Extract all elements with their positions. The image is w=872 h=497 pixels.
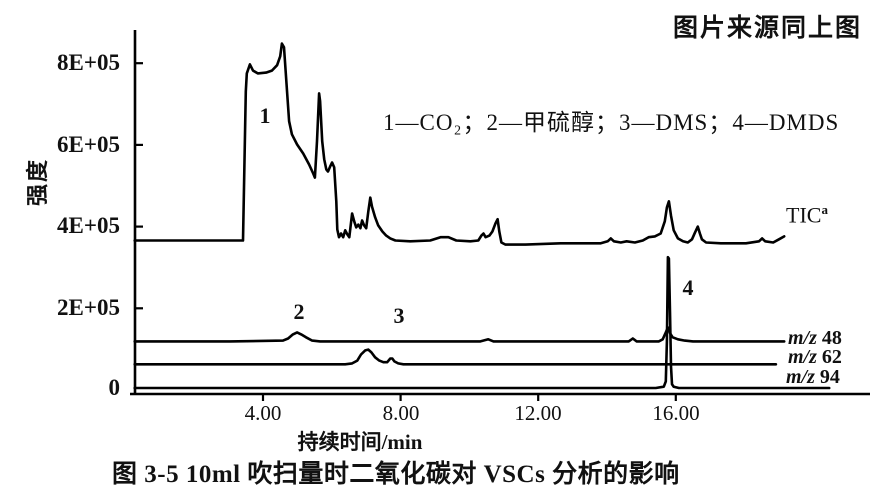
peak-legend: 1—CO₂；2—甲硫醇；3—DMS；4—DMDS [383, 110, 840, 135]
mz62-value: 62 [821, 346, 842, 368]
y-tick-label-8e05: 8E+05 [57, 50, 120, 75]
x-tick-label-16: 16.00 [652, 401, 700, 425]
x-tick-label-8: 8.00 [382, 401, 420, 425]
peak-label-1: 1 [259, 103, 271, 128]
peak-label-2: 2 [293, 299, 305, 324]
x-axis-title: 持续时间/min [297, 430, 423, 454]
trace-group [133, 42, 831, 390]
y-axis-title: 强度 [25, 157, 51, 207]
mz94-prefix: m/z [786, 366, 815, 388]
peak-label-3: 3 [393, 303, 405, 328]
mz48-prefix: m/z [788, 327, 817, 349]
trace-TIC [133, 42, 786, 246]
trace-label-mz62: m/z 62 [788, 347, 842, 367]
mz62-prefix: m/z [788, 346, 817, 368]
y-tick-label-2e05: 2E+05 [57, 295, 120, 320]
tic-superscript: a [821, 202, 828, 217]
y-tick-label-6e05: 6E+05 [57, 132, 120, 157]
axis-ticks [135, 62, 677, 401]
figure-caption: 图 3-5 10ml 吹扫量时二氧化碳对 VSCs 分析的影响 [112, 461, 680, 488]
trace-m/z-94 [133, 255, 831, 390]
y-tick-label-4e05: 4E+05 [57, 213, 120, 238]
trace-label-tic: TICa [786, 200, 828, 228]
tic-text: TIC [786, 202, 822, 228]
trace-label-mz48: m/z 48 [788, 328, 842, 348]
source-note: 图片来源同上图 [672, 15, 862, 42]
peak-label-4: 4 [682, 275, 694, 300]
trace-m/z-62 [133, 348, 778, 366]
trace-label-mz94: m/z 94 [786, 367, 840, 387]
x-tick-label-12: 12.00 [514, 401, 562, 425]
trace-m/z-48 [133, 326, 786, 343]
mz94-value: 94 [819, 366, 840, 388]
x-tick-label-4: 4.00 [244, 401, 282, 425]
y-tick-label-zero: 0 [108, 375, 121, 400]
mz48-value: 48 [821, 327, 842, 349]
